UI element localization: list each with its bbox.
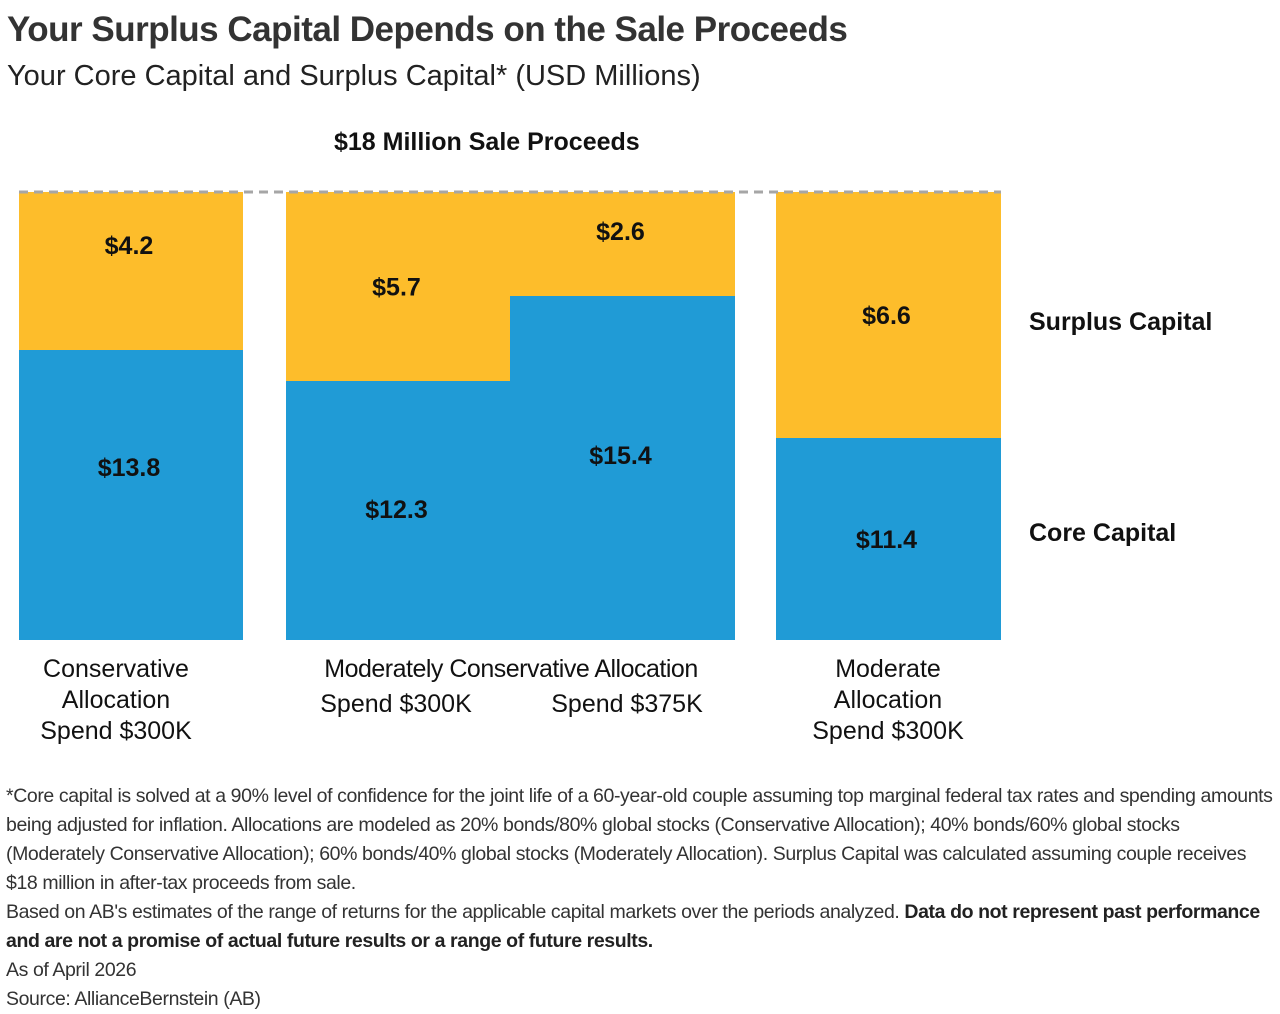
data-label-core: $11.4 <box>856 526 917 554</box>
bar-surplus-capital <box>286 192 511 381</box>
category-label-spend-375k: Spend $375K <box>551 690 703 718</box>
legend-core-capital: Core Capital <box>1029 519 1177 547</box>
chart-title: Your Surplus Capital Depends on the Sale… <box>7 10 848 49</box>
bar-surplus-capital <box>776 192 1001 438</box>
legend-surplus-capital: Surplus Capital <box>1029 308 1213 336</box>
data-label-surplus: $2.6 <box>596 218 645 246</box>
footnote-disclaimer-bold: Data do not represent past performance a… <box>6 901 1260 952</box>
data-label-surplus: $5.7 <box>372 274 421 302</box>
category-label-conservative: Conservative Allocation Spend $300K <box>16 654 216 747</box>
category-label-moderately-conservative: Moderately Conservative Allocation <box>324 655 698 683</box>
data-label-surplus: $4.2 <box>105 232 154 260</box>
category-label-line: Allocation <box>833 686 943 714</box>
bar-core-capital <box>19 350 243 640</box>
chart-plot: $4.2 $13.8 $5.7 $12.3 $2.6 $15.4 $6.6 $11.4 <box>19 190 1001 640</box>
bar-core-capital <box>510 296 735 640</box>
category-label-moderate: Moderate Allocation Spend $300K <box>788 654 988 747</box>
bar-core-capital <box>776 438 1001 640</box>
data-label-surplus: $6.6 <box>862 302 911 330</box>
data-label-core: $13.8 <box>98 454 161 482</box>
data-label-core: $12.3 <box>365 496 428 524</box>
chart-subtitle: Your Core Capital and Surplus Capital* (… <box>7 60 701 92</box>
bar-surplus-capital <box>510 192 735 296</box>
footnote-disclaimer-text: Based on AB's estimates of the range of … <box>6 901 905 923</box>
category-label-spend-300k: Spend $300K <box>320 690 472 718</box>
category-label-line: Allocation <box>61 686 171 714</box>
bar-surplus-capital <box>19 192 243 350</box>
category-label-line: Conservative <box>43 655 189 683</box>
data-label-core: $15.4 <box>589 442 652 470</box>
bar-core-capital <box>286 381 511 640</box>
footnote-disclaimer: Based on AB's estimates of the range of … <box>6 898 1276 956</box>
category-label-line: Moderate <box>835 655 941 683</box>
sale-proceeds-annotation: $18 Million Sale Proceeds <box>334 128 640 156</box>
footnote-source: Source: AllianceBernstein (AB) <box>6 988 261 1010</box>
category-label-line: Spend $300K <box>40 717 192 745</box>
category-label-line: Spend $300K <box>812 717 964 745</box>
footnotes: *Core capital is solved at a 90% level o… <box>6 782 1276 1014</box>
footnote-methodology: *Core capital is solved at a 90% level o… <box>6 785 1273 894</box>
footnote-as-of: As of April 2026 <box>6 959 137 981</box>
